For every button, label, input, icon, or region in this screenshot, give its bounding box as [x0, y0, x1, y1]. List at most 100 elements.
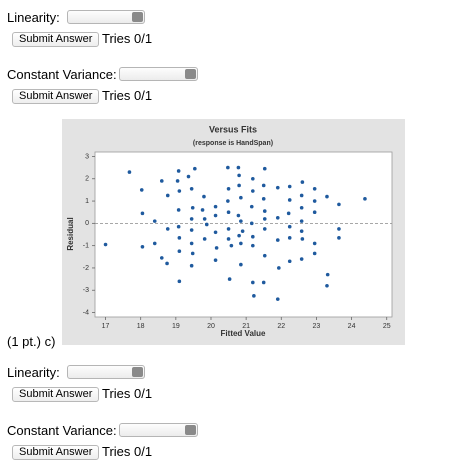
dropdown[interactable] — [67, 10, 145, 24]
x-tick-label: 22 — [277, 323, 285, 330]
question-label: Constant Variance: — [7, 423, 117, 438]
x-tick-label: 18 — [137, 323, 145, 330]
data-point — [312, 210, 317, 215]
y-tick-label: 2 — [85, 176, 89, 183]
data-point — [237, 173, 241, 178]
data-point — [300, 237, 305, 241]
data-point — [299, 205, 304, 210]
data-point — [176, 224, 181, 229]
data-point — [139, 188, 144, 192]
y-tick-label: -2 — [83, 265, 89, 272]
data-point — [236, 213, 241, 218]
submit-button[interactable]: Submit Answer — [12, 387, 100, 402]
data-point — [239, 262, 243, 267]
dropdown-arrow — [185, 69, 196, 79]
data-point — [226, 186, 231, 191]
question-label: Linearity: — [7, 10, 60, 25]
data-point — [262, 227, 267, 231]
data-point — [165, 193, 170, 198]
dropdown[interactable] — [119, 423, 198, 437]
data-point — [236, 165, 241, 170]
chart-subtitle: (response is HandSpan) — [193, 140, 273, 147]
x-tick-label: 17 — [102, 323, 110, 330]
data-point — [239, 241, 243, 246]
submit-button[interactable]: Submit Answer — [12, 89, 100, 104]
data-point — [190, 251, 195, 256]
data-point — [299, 219, 304, 223]
data-point — [275, 215, 280, 220]
question-label: Constant Variance: — [7, 67, 117, 82]
data-point — [177, 249, 182, 254]
data-point — [249, 221, 254, 226]
data-point — [176, 169, 181, 173]
data-point — [262, 217, 267, 221]
data-point — [251, 176, 255, 181]
data-point — [261, 197, 266, 201]
data-point — [189, 241, 194, 246]
data-point — [127, 170, 132, 174]
data-point — [325, 283, 329, 288]
data-point — [275, 238, 280, 242]
data-point — [175, 179, 180, 183]
y-tick-label: 3 — [85, 153, 89, 160]
data-point — [286, 211, 291, 216]
data-point — [176, 208, 181, 212]
data-point — [229, 243, 234, 248]
data-point — [251, 243, 255, 248]
data-point — [312, 251, 317, 256]
data-point — [226, 237, 231, 241]
dropdown-arrow — [185, 425, 196, 435]
data-point — [152, 241, 157, 246]
data-point — [165, 261, 169, 266]
dropdown[interactable] — [67, 365, 145, 379]
data-point — [202, 217, 207, 221]
data-point — [189, 263, 194, 268]
data-point — [193, 166, 197, 171]
x-tick-label: 25 — [383, 323, 391, 330]
x-tick-label: 24 — [348, 323, 356, 330]
data-point — [140, 211, 145, 216]
data-point — [214, 246, 219, 250]
data-point — [213, 204, 218, 209]
data-point — [239, 195, 243, 200]
data-point — [299, 193, 304, 198]
x-tick-label: 20 — [207, 323, 215, 330]
data-point — [186, 174, 191, 179]
data-point — [337, 202, 341, 207]
data-point — [249, 204, 254, 209]
data-point — [177, 236, 182, 240]
data-point — [226, 227, 231, 231]
data-point — [189, 228, 194, 232]
data-point — [251, 234, 255, 239]
data-point — [165, 227, 170, 231]
data-point — [363, 197, 367, 201]
data-point — [190, 205, 195, 210]
data-point — [277, 266, 281, 270]
data-point — [287, 236, 292, 240]
tries-counter: Tries 0/1 — [102, 444, 153, 459]
data-point — [213, 230, 218, 235]
data-point — [227, 277, 232, 281]
chart-title: Versus Fits — [209, 124, 257, 134]
data-point — [140, 244, 145, 249]
data-point — [287, 184, 292, 189]
data-point — [237, 233, 241, 238]
data-point — [312, 241, 317, 246]
data-point — [204, 222, 209, 227]
submit-button[interactable]: Submit Answer — [12, 32, 100, 47]
data-point — [287, 198, 292, 202]
data-point — [200, 208, 205, 212]
data-point — [275, 185, 280, 190]
data-point — [239, 219, 243, 223]
data-point — [177, 279, 182, 284]
data-point — [252, 294, 256, 298]
data-point — [189, 186, 194, 191]
dropdown[interactable] — [119, 67, 198, 81]
dropdown-arrow — [132, 367, 143, 377]
data-point — [251, 189, 255, 193]
submit-button[interactable]: Submit Answer — [12, 445, 100, 460]
data-point — [325, 272, 330, 277]
data-point — [213, 258, 218, 262]
data-point — [177, 189, 182, 193]
data-point — [159, 256, 164, 260]
